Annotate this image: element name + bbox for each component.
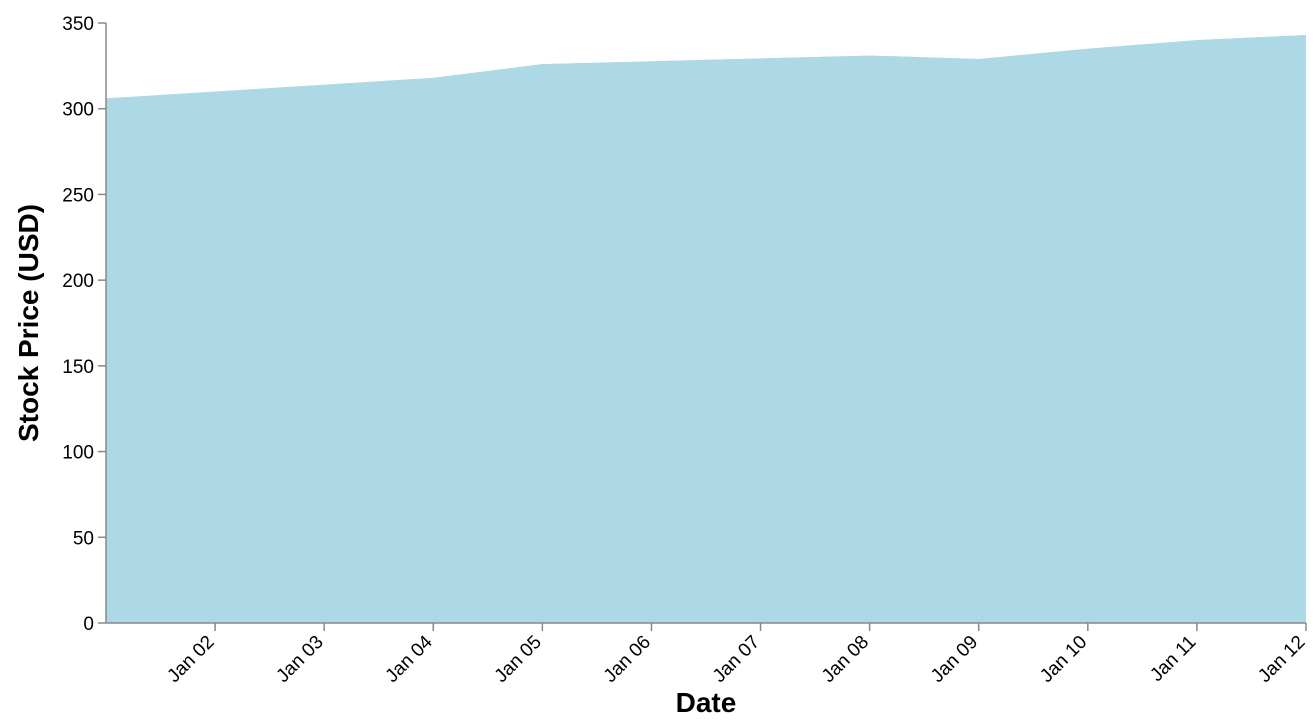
x-tick-label: Jan 04: [382, 631, 437, 686]
y-tick-label: 200: [62, 271, 94, 292]
y-tick-label: 250: [62, 185, 94, 206]
x-tick-label: Jan 02: [163, 632, 218, 687]
x-tick-label: Jan 10: [1036, 632, 1091, 687]
x-tick-label: Jan 12: [1254, 632, 1309, 687]
x-tick-label: Jan 06: [600, 632, 655, 687]
y-axis-title: Stock Price (USD): [13, 204, 44, 442]
y-tick-label: 0: [83, 614, 94, 635]
y-tick-label: 150: [62, 357, 94, 378]
x-axis: Jan 02 Jan 03 Jan 04 Jan 05 Jan 06 Jan 07 Jan …: [106, 622, 1310, 687]
y-tick-label: 50: [73, 528, 94, 549]
x-axis-title: Date: [676, 687, 737, 718]
x-tick-label: Jan 05: [491, 632, 546, 687]
area-series-overlay-0: [106, 35, 1306, 623]
area-overlay: [106, 35, 1306, 623]
x-tick-label: Jan 03: [273, 632, 328, 687]
y-tick-label: 100: [62, 443, 94, 464]
y-tick-label: 300: [62, 100, 94, 121]
x-tick-label: Jan 08: [818, 632, 873, 687]
x-tick-label: Jan 09: [927, 632, 982, 687]
y-tick-label: 350: [62, 14, 94, 35]
x-tick-label: Jan 07: [709, 632, 764, 687]
y-axis: 0 50 100 150 200 250 300 350: [62, 14, 107, 635]
x-tick-label: Jan 11: [1146, 632, 1200, 686]
